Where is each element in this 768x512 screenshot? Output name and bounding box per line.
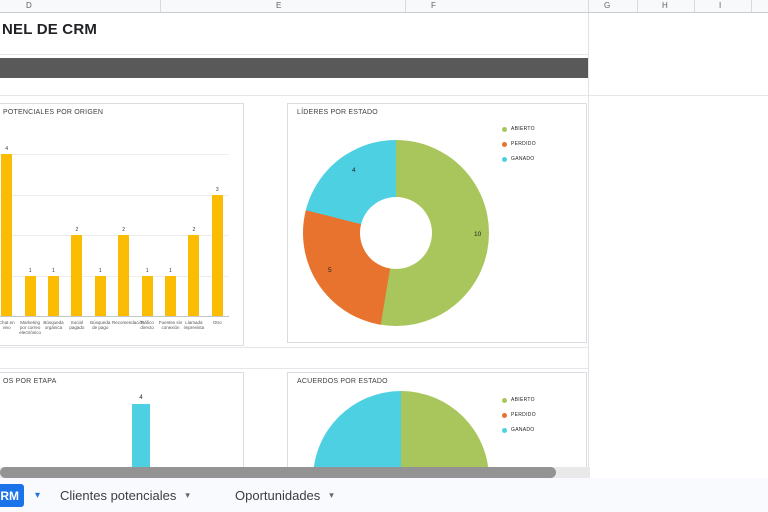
bar-chart-plot-area: 4 1 1 2 1 2 1 1 2 3	[0, 146, 229, 317]
slice-value-perdido: 5	[328, 267, 332, 274]
column-header-i[interactable]: I	[719, 1, 722, 10]
gridline	[0, 275, 229, 277]
tab-clientes-potenciales[interactable]: Clientes potenciales ▾	[60, 484, 190, 507]
legend-label: PERDIDO	[511, 141, 536, 147]
bar-value-label: 1	[98, 267, 102, 274]
column-header-h[interactable]: H	[662, 1, 668, 10]
legend-label: ABIERTO	[511, 126, 535, 132]
column-divider	[637, 0, 638, 12]
x-axis-label: Búsqueda orgánica	[43, 320, 64, 331]
gridline	[0, 95, 768, 96]
bar-segment	[211, 194, 223, 316]
bar-value-label: 1	[169, 267, 172, 274]
slice-value-abierto: 10	[474, 231, 482, 238]
bar-segment	[24, 275, 36, 316]
page-title: NEL DE CRM	[2, 21, 98, 38]
gridline	[588, 12, 589, 467]
gridline	[0, 54, 588, 55]
bar-value-label: 4	[5, 146, 9, 152]
legend-color-dot	[502, 412, 507, 418]
legend-item: ABIERTO	[502, 397, 536, 403]
x-axis-label: Búsqueda de pago	[90, 320, 111, 331]
chart-title: LÍDERES POR ESTADO	[297, 109, 378, 116]
tab-label: Oportunidades	[235, 488, 321, 503]
legend-item: GANADO	[502, 427, 536, 433]
column-header-e[interactable]: E	[276, 1, 282, 10]
slice-value-ganado: 4	[352, 167, 356, 174]
bar-segment	[165, 275, 176, 316]
chart-title: POTENCIALES POR ORIGEN	[3, 109, 104, 116]
chart-legend: ABIERTO PERDIDO GANADO	[502, 397, 536, 442]
bar-segment	[94, 275, 106, 316]
legend-label: GANADO	[511, 427, 535, 433]
chart-title: ACUERDOS POR ESTADO	[297, 378, 388, 385]
bar-segment	[71, 235, 83, 316]
tab-dropdown-icon[interactable]: ▾	[185, 490, 190, 500]
x-axis-label: Chat en vivo	[0, 320, 15, 331]
legend-item: PERDIDO	[502, 412, 536, 418]
legend-label: ABIERTO	[511, 397, 535, 403]
column-divider	[694, 0, 695, 12]
legend-item: PERDIDO	[502, 141, 536, 147]
tab-label: Clientes potenciales	[60, 488, 177, 503]
legend-label: PERDIDO	[511, 412, 536, 418]
tab-dropdown-icon[interactable]: ▾	[329, 490, 334, 500]
x-axis-label: Tráfico directo	[140, 320, 154, 331]
x-axis-label: Fuentes sin conexión	[158, 320, 183, 331]
chart-legend: ABIERTO PERDIDO GANADO	[502, 126, 536, 171]
bar-segment	[118, 235, 130, 316]
horizontal-scrollbar[interactable]	[0, 467, 590, 478]
bar-value-label: 4	[139, 395, 143, 401]
legend-color-dot	[502, 427, 507, 433]
bar-value-label: 1	[52, 267, 55, 274]
tab-panel-de-crm[interactable]: RM	[0, 484, 24, 507]
gridline	[0, 194, 229, 196]
bar-value-label: 2	[75, 227, 79, 233]
legend-label: GANADO	[511, 156, 535, 162]
bar-value-label: 2	[122, 227, 126, 233]
chart-leads-by-source[interactable]: POTENCIALES POR ORIGEN 4 1 1 2 1 2 1 1 2 3 Chat e…	[0, 103, 244, 346]
legend-item: GANADO	[502, 156, 536, 162]
bar-value-label: 1	[28, 267, 32, 274]
bar-value-label: 2	[192, 227, 196, 233]
legend-color-dot	[502, 126, 507, 132]
legend-color-dot	[502, 156, 507, 162]
bar-segment	[1, 154, 13, 316]
bar-value-label: 3	[215, 186, 219, 193]
bar-segment	[188, 235, 200, 316]
chart-title: OS POR ETAPA	[3, 378, 57, 385]
x-axis-label: Social pagado	[69, 320, 85, 331]
bar-segment	[48, 275, 59, 316]
x-axis-labels: Chat en vivo Marketing por correo electró…	[0, 320, 229, 342]
horizontal-scrollbar-thumb[interactable]	[0, 467, 556, 478]
chart-leaders-by-status[interactable]: LÍDERES POR ESTADO 10 5 4 ABIERTO PERDIDO…	[287, 103, 587, 343]
column-divider	[160, 0, 161, 12]
column-divider	[405, 0, 406, 12]
gridline	[0, 347, 588, 348]
tab-dropdown-icon[interactable]: ▾	[35, 490, 41, 501]
column-header-d[interactable]: D	[26, 1, 32, 10]
dark-header-band	[0, 58, 588, 78]
legend-color-dot	[502, 141, 507, 147]
gridline	[0, 368, 588, 369]
x-axis-label: Llamada imprevista	[183, 320, 205, 331]
column-header-row: D E F G H I	[0, 0, 768, 13]
x-axis-label: Otro	[212, 320, 222, 325]
tab-oportunidades[interactable]: Oportunidades ▾	[235, 484, 334, 507]
column-divider	[588, 0, 589, 12]
column-divider	[751, 0, 752, 12]
x-axis-label: Recomendación	[112, 320, 145, 325]
legend-color-dot	[502, 397, 507, 403]
donut-hole	[360, 197, 432, 269]
bar-value-label: 1	[145, 267, 149, 274]
column-header-f[interactable]: F	[431, 1, 436, 10]
column-header-g[interactable]: G	[604, 1, 611, 10]
gridline	[0, 154, 229, 155]
sheet-tab-bar: RM ▾ Clientes potenciales ▾ Oportunidade…	[0, 478, 768, 512]
gridline	[0, 235, 229, 236]
x-axis-label: Marketing por correo electrónico	[19, 320, 41, 336]
legend-item: ABIERTO	[502, 126, 536, 132]
bar-segment	[141, 275, 153, 316]
